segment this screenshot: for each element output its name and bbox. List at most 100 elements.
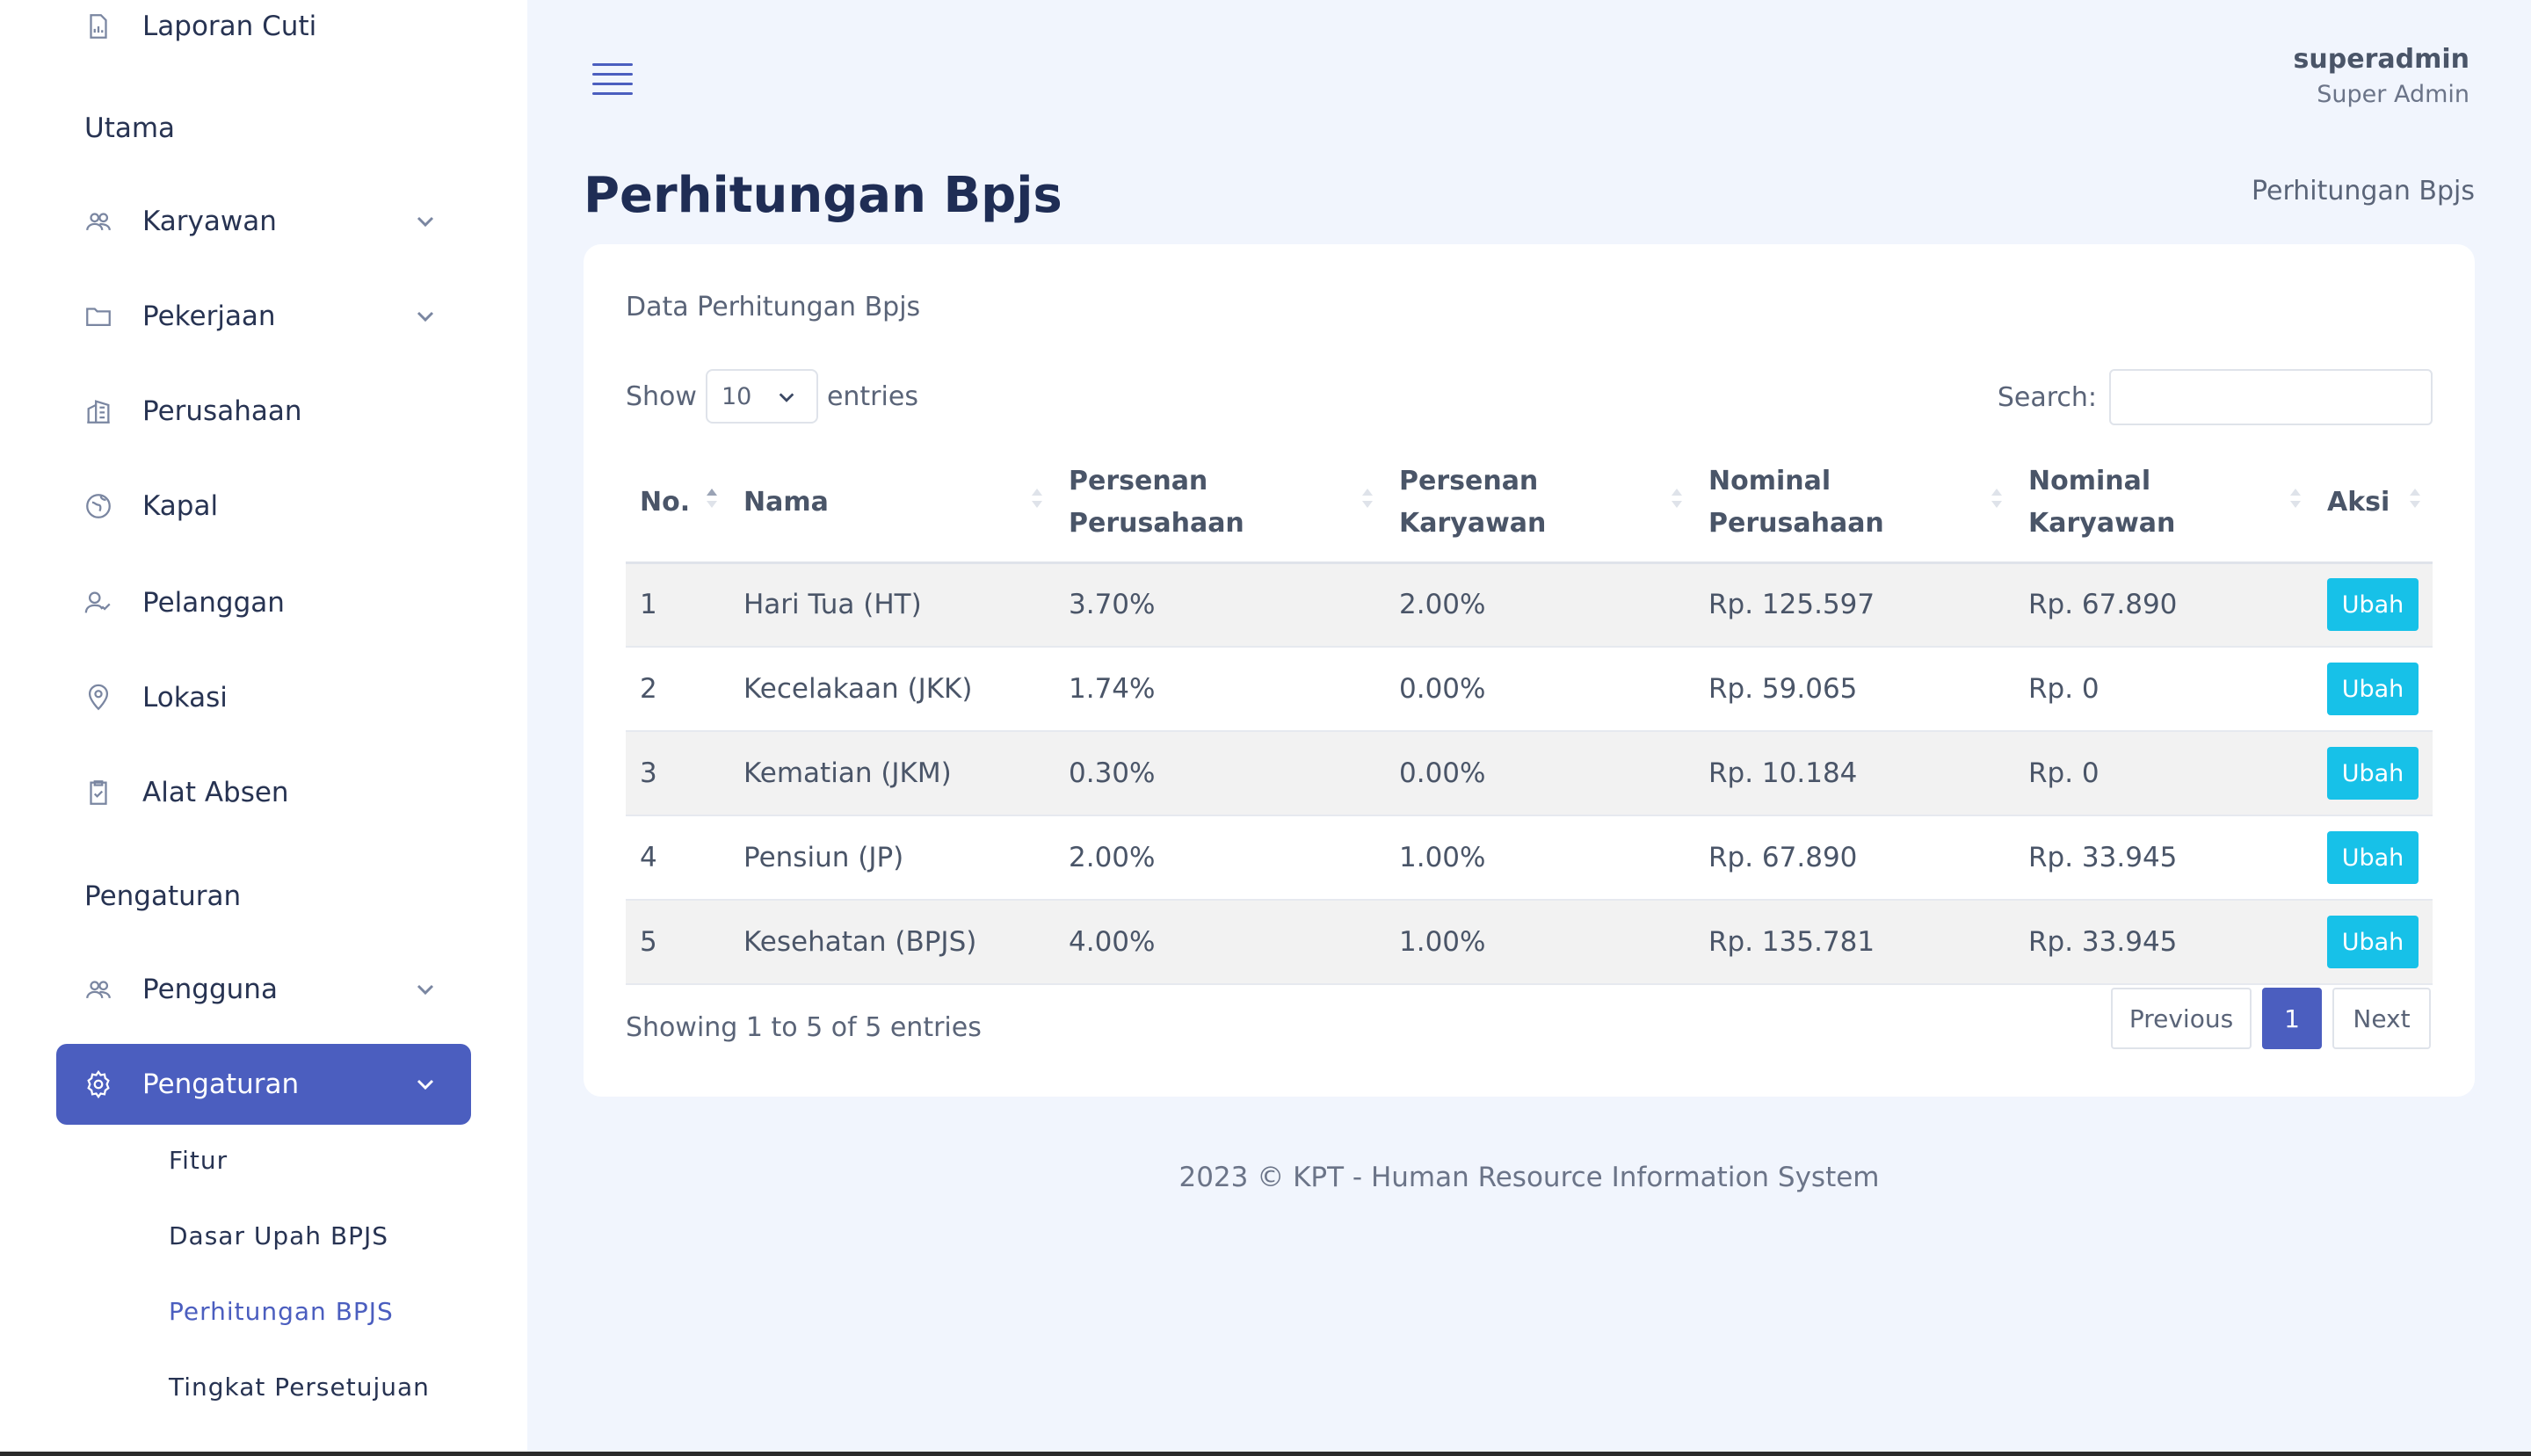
cell-nominal-karyawan: Rp. 0 [2014,647,2313,732]
users-icon [83,206,114,237]
sidebar-item-perusahaan[interactable]: Perusahaan [56,371,471,452]
cell-nominal-karyawan: Rp. 67.890 [2014,562,2313,648]
hamburger-line [592,92,633,95]
column-header-label: Aksi [2327,487,2390,518]
sidebar-item-lokasi[interactable]: Lokasi [56,657,471,738]
folder-icon [83,301,114,332]
submenu-item-dasar-upah-bpjs[interactable]: Dasar Upah BPJS [169,1221,389,1250]
card-title: Data Perhitungan Bpjs [626,292,921,322]
table-row: 2 Kecelakaan (JKK) 1.74% 0.00% Rp. 59.06… [626,647,2433,732]
cell-persenan-perusahaan: 4.00% [1055,900,1385,985]
cell-persenan-karyawan: 2.00% [1385,562,1694,648]
cell-nama: Kesehatan (BPJS) [729,900,1055,985]
sidebar-item-label: Kapal [142,490,219,522]
sidebar-item-laporan-cuti[interactable]: Laporan Cuti [56,0,471,67]
previous-page-button[interactable]: Previous [2111,988,2252,1049]
cell-nama: Pensiun (JP) [729,815,1055,901]
search-input[interactable] [2109,369,2433,425]
cell-persenan-perusahaan: 3.70% [1055,562,1385,648]
sidebar-item-pekerjaan[interactable]: Pekerjaan [56,276,471,357]
cell-aksi: Ubah [2313,900,2433,985]
cell-no: 1 [626,562,729,648]
column-header-label: Karyawan [1399,508,1547,540]
edit-button[interactable]: Ubah [2327,747,2419,800]
cell-nominal-perusahaan: Rp. 135.781 [1694,900,2014,985]
cell-no: 4 [626,815,729,901]
sort-icon [2290,489,2301,515]
sidebar-item-pelanggan[interactable]: Pelanggan [56,562,471,643]
cell-aksi: Ubah [2313,647,2433,732]
submenu-item-fitur[interactable]: Fitur [169,1146,228,1175]
cell-persenan-karyawan: 1.00% [1385,900,1694,985]
submenu-item-perhitungan-bpjs[interactable]: Perhitungan BPJS [169,1297,394,1326]
sort-icon [707,489,717,515]
column-header-nama[interactable]: Nama [729,445,1055,564]
entries-select[interactable]: 10 [705,369,818,424]
cell-nominal-karyawan: Rp. 33.945 [2014,900,2313,985]
column-header-label: Persenan [1069,466,1208,497]
edit-button[interactable]: Ubah [2327,663,2419,715]
sidebar-item-pengguna[interactable]: Pengguna [56,949,471,1030]
users-icon [83,974,114,1005]
sidebar-item-label: Pelanggan [142,587,285,619]
column-header-nominal-perusahaan[interactable]: Nominal Perusahaan [1694,445,2014,564]
menu-toggle-button[interactable] [592,63,633,98]
bottom-border [0,1452,2531,1456]
cell-nominal-perusahaan: Rp. 125.597 [1694,562,2014,648]
column-header-label: Karyawan [2028,508,2176,540]
column-header-nominal-karyawan[interactable]: Nominal Karyawan [2014,445,2313,564]
table-row: 5 Kesehatan (BPJS) 4.00% 1.00% Rp. 135.7… [626,900,2433,985]
table-row: 4 Pensiun (JP) 2.00% 1.00% Rp. 67.890 Rp… [626,815,2433,901]
column-header-label: No. [640,487,691,518]
breadcrumb: Perhitungan Bpjs [2252,176,2475,206]
user-name[interactable]: superadmin [2293,44,2469,75]
cell-nominal-perusahaan: Rp. 67.890 [1694,815,2014,901]
chevron-down-icon [779,393,794,402]
sidebar-item-label: Lokasi [142,682,228,714]
sort-icon [1362,489,1373,515]
search-control: Search: [1998,369,2433,425]
cell-persenan-karyawan: 0.00% [1385,731,1694,816]
cell-nominal-karyawan: Rp. 0 [2014,731,2313,816]
chevron-down-icon [411,302,439,330]
cell-aksi: Ubah [2313,562,2433,648]
column-header-persenan-perusahaan[interactable]: Persenan Perusahaan [1055,445,1385,564]
sidebar-item-kapal[interactable]: Kapal [56,466,471,547]
section-heading-utama: Utama [84,112,176,144]
cell-nama: Kematian (JKM) [729,731,1055,816]
column-header-label: Nominal [2028,466,2151,497]
sidebar-item-pengaturan[interactable]: Pengaturan [56,1044,471,1125]
sidebar: Laporan Cuti Utama Karyawan Pekerjaan Pe… [0,0,527,1452]
sidebar-item-alat-absen[interactable]: Alat Absen [56,752,471,833]
edit-button[interactable]: Ubah [2327,831,2419,884]
next-page-button[interactable]: Next [2332,988,2431,1049]
table-row: 3 Kematian (JKM) 0.30% 0.00% Rp. 10.184 … [626,731,2433,816]
edit-button[interactable]: Ubah [2327,916,2419,968]
page-button-current[interactable]: 1 [2262,988,2322,1049]
cell-persenan-karyawan: 0.00% [1385,647,1694,732]
table-row: 1 Hari Tua (HT) 3.70% 2.00% Rp. 125.597 … [626,562,2433,648]
column-header-persenan-karyawan[interactable]: Persenan Karyawan [1385,445,1694,564]
chevron-down-icon [411,975,439,1003]
column-header-label: Perusahaan [1708,508,1884,540]
hamburger-line [592,63,633,66]
column-header-no[interactable]: No. [626,445,729,564]
sidebar-item-karyawan[interactable]: Karyawan [56,181,471,262]
table-header-row: No. Nama Persenan Perusahaan Persenan Ka… [626,445,2433,564]
cell-nama: Hari Tua (HT) [729,562,1055,648]
cell-nominal-karyawan: Rp. 33.945 [2014,815,2313,901]
cell-no: 3 [626,731,729,816]
map-pin-icon [83,682,114,714]
column-header-aksi[interactable]: Aksi [2313,445,2433,564]
edit-button[interactable]: Ubah [2327,578,2419,632]
cell-nominal-perusahaan: Rp. 10.184 [1694,731,2014,816]
sidebar-item-label: Laporan Cuti [142,11,317,42]
entries-label: entries [826,380,918,412]
cell-nama: Kecelakaan (JKK) [729,647,1055,732]
column-header-label: Nominal [1708,466,1831,497]
sort-icon [1672,489,1682,515]
data-card: Data Perhitungan Bpjs Show 10 entries Se… [584,244,2475,1097]
footer-text: 2023 © KPT - Human Resource Information … [1178,1162,1880,1193]
submenu-item-tingkat-persetujuan[interactable]: Tingkat Persetujuan [169,1373,430,1402]
sidebar-item-label: Pekerjaan [142,301,276,332]
